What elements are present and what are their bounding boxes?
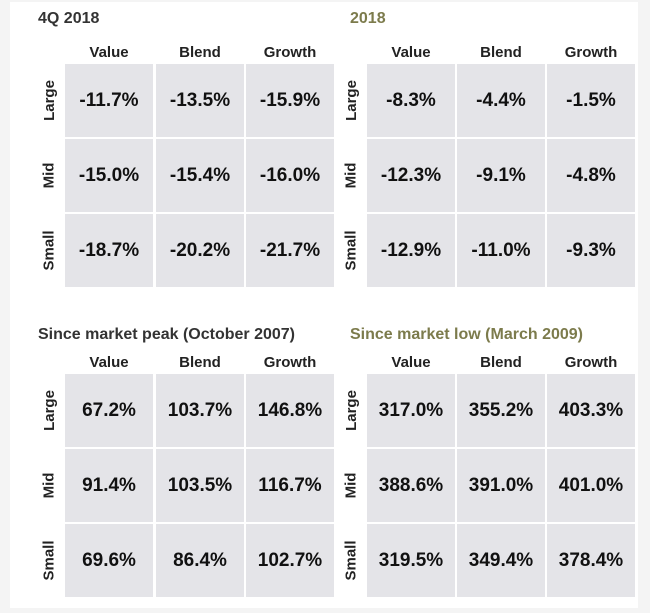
cell-small-blend: -20.2% xyxy=(156,214,244,287)
cell-small-value: 69.6% xyxy=(65,524,153,597)
cell-small-blend: -11.0% xyxy=(457,214,545,287)
cell-large-value: 317.0% xyxy=(367,374,455,447)
cell-mid-growth: -4.8% xyxy=(547,139,635,212)
panel-title: 2018 xyxy=(350,10,386,27)
row-header-large: Large xyxy=(342,80,360,121)
cell-mid-value: 91.4% xyxy=(65,449,153,522)
column-header-blend: Blend xyxy=(480,354,522,371)
column-header-value: Value xyxy=(391,354,431,371)
column-header-growth: Growth xyxy=(263,44,317,61)
row-header-small: Small xyxy=(342,540,360,581)
column-header-blend: Blend xyxy=(179,44,221,61)
row-header-small: Small xyxy=(40,230,58,271)
row-header-mid: Mid xyxy=(40,162,58,189)
cell-large-growth: 403.3% xyxy=(547,374,635,447)
column-header-growth: Growth xyxy=(564,354,618,371)
cell-large-growth: 146.8% xyxy=(246,374,334,447)
column-header-blend: Blend xyxy=(480,44,522,61)
style-box-returns-card: 4Q 2018 Value Blend Growth Large Mid Sma… xyxy=(10,2,638,608)
cell-large-value: 67.2% xyxy=(65,374,153,447)
panel-title: Since market peak (October 2007) xyxy=(38,326,296,343)
cell-mid-value: -12.3% xyxy=(367,139,455,212)
cell-large-growth: -1.5% xyxy=(547,64,635,137)
row-header-large: Large xyxy=(40,80,58,121)
cell-mid-blend: -15.4% xyxy=(156,139,244,212)
cell-large-blend: 355.2% xyxy=(457,374,545,447)
cell-small-growth: 378.4% xyxy=(547,524,635,597)
cell-large-blend: 103.7% xyxy=(156,374,244,447)
cell-large-value: -11.7% xyxy=(65,64,153,137)
cell-mid-value: -15.0% xyxy=(65,139,153,212)
cell-small-value: 319.5% xyxy=(367,524,455,597)
cell-small-blend: 349.4% xyxy=(457,524,545,597)
cell-mid-growth: 401.0% xyxy=(547,449,635,522)
panel-title: Since market low (March 2009) xyxy=(350,326,583,343)
column-header-blend: Blend xyxy=(179,354,221,371)
row-header-mid: Mid xyxy=(342,472,360,499)
cell-small-growth: -9.3% xyxy=(547,214,635,287)
cell-large-value: -8.3% xyxy=(367,64,455,137)
row-header-mid: Mid xyxy=(40,472,58,499)
column-header-value: Value xyxy=(391,44,431,61)
cell-mid-growth: -16.0% xyxy=(246,139,334,212)
cell-small-value: -12.9% xyxy=(367,214,455,287)
cell-small-blend: 86.4% xyxy=(156,524,244,597)
cell-mid-blend: 103.5% xyxy=(156,449,244,522)
cell-mid-blend: 391.0% xyxy=(457,449,545,522)
cell-large-growth: -15.9% xyxy=(246,64,334,137)
cell-small-growth: 102.7% xyxy=(246,524,334,597)
cell-small-value: -18.7% xyxy=(65,214,153,287)
cell-mid-value: 388.6% xyxy=(367,449,455,522)
cell-small-growth: -21.7% xyxy=(246,214,334,287)
cell-mid-blend: -9.1% xyxy=(457,139,545,212)
column-header-value: Value xyxy=(89,354,129,371)
column-header-growth: Growth xyxy=(263,354,317,371)
row-header-mid: Mid xyxy=(342,162,360,189)
column-header-value: Value xyxy=(89,44,129,61)
cell-large-blend: -4.4% xyxy=(457,64,545,137)
row-header-small: Small xyxy=(342,230,360,271)
row-header-small: Small xyxy=(40,540,58,581)
cell-large-blend: -13.5% xyxy=(156,64,244,137)
cell-mid-growth: 116.7% xyxy=(246,449,334,522)
row-header-large: Large xyxy=(40,390,58,431)
row-header-large: Large xyxy=(342,390,360,431)
panel-title: 4Q 2018 xyxy=(38,10,100,27)
column-header-growth: Growth xyxy=(564,44,618,61)
